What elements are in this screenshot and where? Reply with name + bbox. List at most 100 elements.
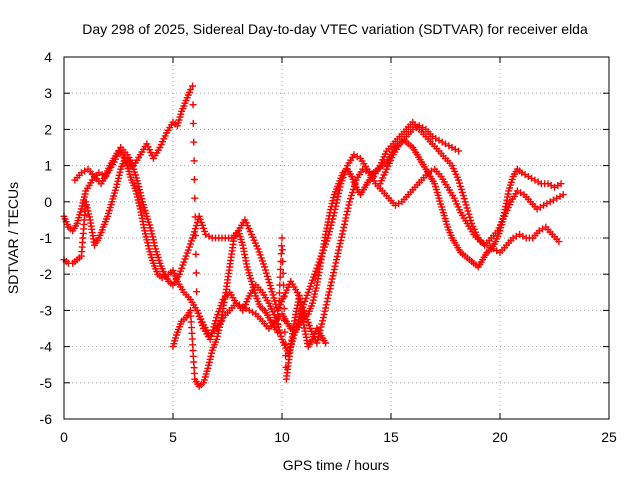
data-point — [185, 243, 193, 251]
data-point — [460, 195, 468, 203]
data-point — [349, 185, 357, 193]
data-point — [295, 316, 303, 324]
data-point — [461, 198, 469, 206]
data-point — [274, 328, 282, 336]
data-point — [351, 179, 359, 187]
data-point — [190, 231, 198, 239]
x-axis-label: GPS time / hours — [283, 457, 390, 473]
series-trace-e — [376, 122, 463, 188]
data-point — [346, 198, 354, 206]
data-point — [261, 263, 269, 271]
data-point — [322, 339, 330, 347]
data-point — [466, 213, 474, 221]
data-point — [190, 176, 198, 183]
data-point — [200, 224, 207, 232]
data-point — [455, 147, 463, 155]
data-point — [265, 279, 273, 286]
data-point — [319, 317, 327, 325]
data-point — [557, 180, 565, 188]
data-point — [347, 195, 354, 203]
data-point — [330, 212, 337, 220]
data-point — [331, 205, 339, 213]
x-tick-label: 10 — [274, 429, 290, 445]
data-point — [191, 228, 198, 236]
data-point — [559, 191, 567, 199]
data-point — [347, 192, 355, 200]
y-tick-label: 4 — [44, 49, 52, 65]
data-point — [266, 282, 274, 290]
data-point — [336, 240, 344, 248]
data-point — [268, 288, 276, 296]
data-point — [206, 335, 214, 343]
data-point — [328, 275, 336, 283]
data-point — [456, 182, 464, 190]
data-point — [313, 339, 321, 347]
data-point — [190, 138, 198, 146]
data-point — [459, 192, 467, 200]
data-point — [278, 246, 286, 254]
data-point — [209, 326, 217, 334]
data-point — [151, 242, 159, 250]
data-point — [322, 301, 330, 309]
data-point — [186, 86, 194, 94]
data-point — [192, 222, 200, 230]
data-point — [272, 317, 280, 325]
data-point — [280, 281, 287, 289]
data-point — [350, 182, 358, 190]
x-tick-label: 25 — [601, 429, 617, 445]
data-point — [132, 187, 140, 195]
data-point — [318, 320, 326, 328]
data-point — [193, 288, 201, 296]
data-point — [189, 234, 197, 242]
data-point — [313, 264, 321, 272]
y-tick-label: 0 — [44, 194, 52, 210]
data-point — [339, 227, 347, 235]
data-point — [275, 297, 283, 305]
data-point — [270, 294, 278, 302]
chart-title: Day 298 of 2025, Sidereal Day-to-day VTE… — [82, 21, 588, 37]
data-point — [307, 279, 315, 287]
data-point — [327, 221, 335, 229]
x-tick-label: 15 — [383, 429, 399, 445]
y-tick-label: -6 — [40, 411, 53, 427]
data-point — [274, 312, 282, 320]
data-point — [264, 275, 272, 283]
y-tick-label: 3 — [44, 85, 52, 101]
axis-tick-labels: 0 5 10 15 20 25 -6 -5 -4 -3 -2 -1 0 1 2 3 4 — [40, 49, 617, 445]
data-point — [464, 207, 472, 215]
data-point — [262, 266, 269, 274]
data-point — [189, 82, 197, 90]
series-trace-d — [169, 227, 330, 390]
data-point — [320, 310, 328, 318]
data-point — [281, 316, 288, 324]
data-point — [267, 285, 275, 293]
y-tick-label: -1 — [40, 230, 53, 246]
data-point — [178, 264, 186, 272]
data-point — [281, 340, 289, 348]
data-point — [279, 269, 287, 277]
plot-data — [60, 82, 567, 390]
data-point — [282, 352, 290, 360]
y-tick-label: 2 — [44, 121, 52, 137]
data-point — [321, 243, 328, 251]
data-point — [342, 214, 350, 222]
data-point — [269, 291, 277, 299]
data-point — [208, 329, 216, 337]
data-point — [281, 328, 289, 336]
data-point — [329, 215, 337, 223]
data-point — [462, 201, 470, 209]
data-point — [458, 189, 466, 196]
data-point — [328, 218, 336, 226]
data-point — [263, 272, 271, 280]
y-tick-label: -4 — [40, 339, 53, 355]
y-tick-label: -2 — [40, 266, 53, 282]
data-point — [325, 288, 333, 296]
data-point — [325, 228, 333, 236]
data-point — [81, 190, 89, 198]
data-point — [115, 171, 123, 179]
data-point — [191, 225, 199, 233]
data-point — [555, 238, 563, 246]
data-point — [192, 269, 200, 277]
data-point — [278, 242, 286, 250]
